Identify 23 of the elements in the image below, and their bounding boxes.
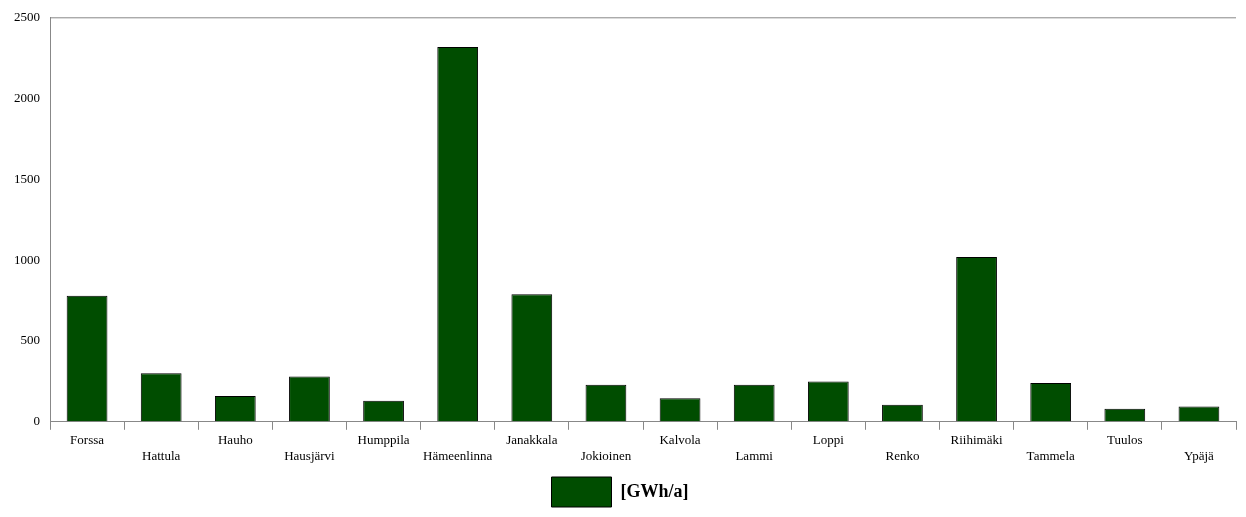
y-tick-label: 2500 xyxy=(14,9,40,25)
y-tick-label: 1500 xyxy=(14,170,40,186)
y-tick-label: 2000 xyxy=(14,90,40,106)
y-tick-label: 0 xyxy=(33,413,40,429)
x-tick-label: Hämeenlinna xyxy=(423,447,493,463)
x-tick-label: Ypäjä xyxy=(1184,447,1215,463)
x-tick-label: Janakkala xyxy=(506,432,558,448)
x-tick-label: Kalvola xyxy=(659,432,701,448)
legend-label: [GWh/a] xyxy=(620,480,689,501)
x-tick-label: Tammela xyxy=(1026,447,1075,463)
y-tick-label: 1000 xyxy=(14,251,40,267)
x-tick-label: Hauho xyxy=(217,432,253,448)
x-tick-label: Lammi xyxy=(735,447,774,463)
x-tick-label: Tuulos xyxy=(1106,432,1143,448)
y-tick-label: 500 xyxy=(20,332,40,348)
x-tick-label: Loppi xyxy=(812,432,845,448)
x-tick-label: Hattula xyxy=(142,447,181,463)
x-tick-label: Humppila xyxy=(357,432,410,448)
x-tick-label: Riihimäki xyxy=(950,432,1003,448)
x-tick-label: Hausjärvi xyxy=(284,447,336,463)
x-tick-label: Renko xyxy=(885,447,920,463)
x-tick-label: Forssa xyxy=(70,432,105,448)
x-tick-label: Jokioinen xyxy=(580,447,632,463)
